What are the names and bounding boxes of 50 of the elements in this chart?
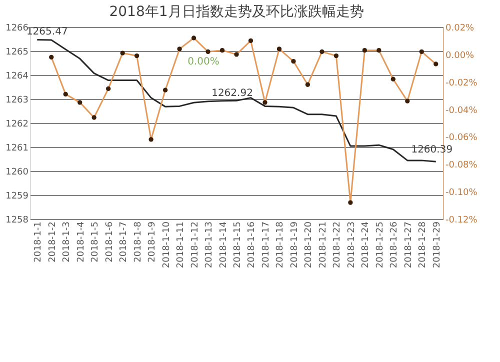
x-tick-label: 2018-1-22 xyxy=(332,222,343,268)
y2-tick-label: -0.10% xyxy=(446,188,478,198)
x-tick-label: 2018-1-16 xyxy=(247,221,258,268)
y2-tick-label: -0.04% xyxy=(446,106,478,116)
x-tick-label: 2018-1-23 xyxy=(346,222,357,268)
x-tick-label: 2018-1-18 xyxy=(276,221,286,268)
x-tick-label: 2018-1-10 xyxy=(162,221,172,268)
y2-tick-label: -0.12% xyxy=(446,216,478,226)
y-tick-label: 1262 xyxy=(6,120,28,130)
x-tick-label: 2018-1-9 xyxy=(148,221,158,262)
annotation: 1265.47 xyxy=(26,26,68,38)
y-tick-label: 1259 xyxy=(6,192,29,202)
x-tick-label: 2018-1-14 xyxy=(218,221,229,268)
x-tick-label: 2018-1-17 xyxy=(261,222,272,268)
x-tick-label: 2018-1-20 xyxy=(304,221,314,268)
x-tick-label: 2018-1-19 xyxy=(290,221,300,268)
x-tick-label: 2018-1-12 xyxy=(190,222,200,268)
x-tick-label: 2018-1-4 xyxy=(76,221,86,262)
x-tick-label: 2018-1-8 xyxy=(133,221,144,262)
x-tick-label: 2018-1-5 xyxy=(90,222,101,262)
x-tick-label: 2018-1-13 xyxy=(204,222,215,268)
x-tick-label: 2018-1-7 xyxy=(119,222,130,262)
x-tick-label: 2018-1-24 xyxy=(361,221,372,268)
x-tick-label: 2018-1-3 xyxy=(62,222,72,262)
y-tick-label: 1263 xyxy=(6,96,28,106)
x-tick-label: 2018-1-25 xyxy=(375,222,386,268)
y-tick-label: 1264 xyxy=(6,72,29,82)
y-tick-label: 1265 xyxy=(6,48,28,58)
y2-tick-label: -0.02% xyxy=(446,78,478,88)
x-tick-label: 2018-1-6 xyxy=(104,221,115,262)
y-tick-label: 1260 xyxy=(6,168,29,178)
x-tick-label: 2018-1-11 xyxy=(176,222,186,268)
x-tick-label: 2018-1-26 xyxy=(390,221,400,268)
annotation: 0.00% xyxy=(188,56,220,68)
y-tick-label: 1266 xyxy=(6,24,29,34)
y2-tick-label: 0.00% xyxy=(446,50,475,61)
y-tick-label: 1258 xyxy=(6,216,29,226)
x-tick-label: 2018-1-2 xyxy=(48,222,58,262)
y2-tick-label: 0.02% xyxy=(446,24,475,34)
x-tick-label: 2018-1-29 xyxy=(432,221,442,268)
y-tick-label: 1261 xyxy=(6,144,28,154)
y2-tick-label: -0.06% xyxy=(446,133,478,144)
y2-tick-label: -0.08% xyxy=(446,160,478,171)
x-tick-label: 2018-1-21 xyxy=(318,222,328,268)
chart-title: 2018年1月日指数走势及环比涨跌幅走势 xyxy=(109,4,364,20)
x-tick-label: 2018-1-1 xyxy=(34,222,44,262)
x-tick-label: 2018-1-27 xyxy=(404,222,414,268)
x-tick-label: 2018-1-15 xyxy=(233,222,243,268)
x-tick-label: 2018-1-28 xyxy=(418,221,428,268)
annotation: 1262.92 xyxy=(212,88,253,99)
